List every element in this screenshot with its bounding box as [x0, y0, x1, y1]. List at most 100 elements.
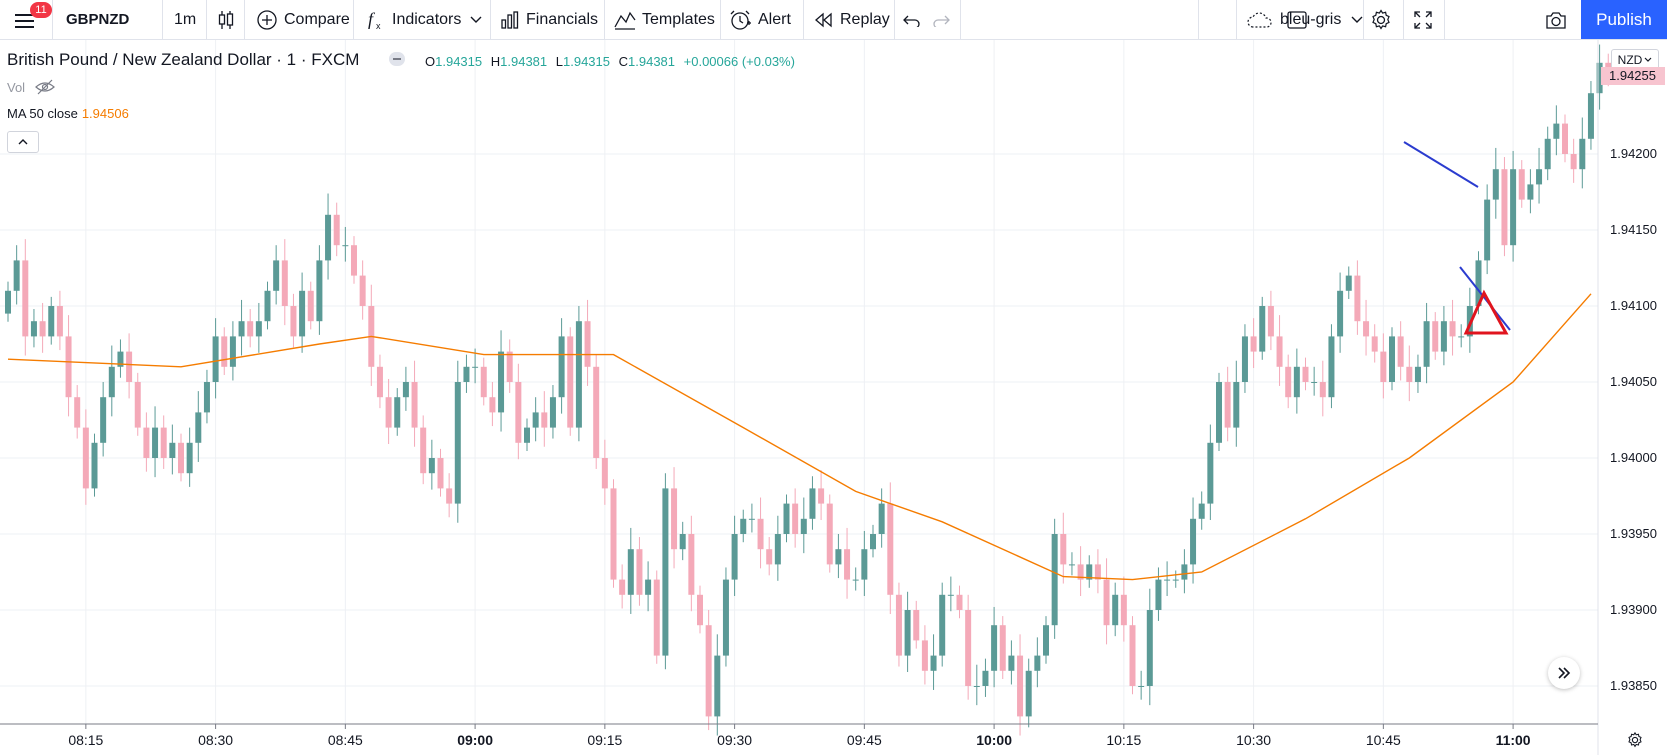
ma-legend[interactable]: MA 50 close 1.94506 [7, 106, 129, 121]
volume-legend[interactable]: Vol [7, 79, 55, 95]
time-tick-label: 09:15 [587, 732, 622, 748]
trend-line-lower[interactable] [1459, 266, 1511, 331]
time-tick-label: 11:00 [1496, 732, 1531, 748]
candle-body [1216, 382, 1222, 443]
candle [826, 494, 833, 573]
drawings[interactable] [1403, 141, 1511, 335]
candle [1146, 588, 1153, 706]
candle-body [351, 245, 357, 276]
layout-button[interactable]: bleu-gris [1246, 0, 1369, 39]
candle-body [939, 594, 946, 656]
close-value: 1.94381 [628, 54, 676, 69]
candle-body [1276, 336, 1283, 367]
candle-body [446, 488, 453, 504]
undo-button[interactable] [903, 0, 927, 39]
candle [39, 302, 46, 353]
candle [619, 564, 626, 609]
financials-button[interactable]: Financials [500, 0, 598, 39]
candle [1068, 552, 1075, 576]
undo-icon [903, 13, 921, 27]
candle [178, 433, 184, 482]
candle [1328, 324, 1335, 409]
candle-body [1008, 655, 1015, 671]
fullscreen-layout-button[interactable] [1286, 0, 1314, 39]
price-axis[interactable]: 1.93850 1.93900 1.93950 1.94000 1.94050 1.941… [1610, 146, 1657, 693]
legend-toggle-button[interactable] [7, 131, 39, 153]
candle-body [584, 321, 591, 367]
publish-button[interactable]: Publish [1581, 0, 1667, 39]
candle [247, 309, 254, 348]
candle [1363, 299, 1370, 356]
candle [1492, 147, 1499, 219]
candle [1198, 491, 1205, 530]
candle-body [1259, 306, 1266, 352]
templates-button[interactable]: Templates [614, 0, 715, 39]
expand-icon [1412, 9, 1434, 31]
candle-body [273, 260, 280, 291]
alert-button[interactable]: Alert [728, 0, 791, 39]
svg-text:f: f [368, 9, 376, 29]
axis-settings-button[interactable] [1624, 729, 1646, 751]
candle [653, 570, 660, 664]
candle [991, 606, 998, 688]
settings-button[interactable] [1369, 0, 1399, 39]
candle [636, 537, 643, 606]
price-tick-label: 1.94050 [1610, 374, 1657, 389]
candle [394, 388, 401, 436]
time-axis[interactable]: 08:15 08:30 08:45 09:00 09:15 09:30 09:45 10:00… [68, 724, 1531, 748]
eye-off-icon[interactable] [35, 79, 55, 95]
trend-line-upper[interactable] [1403, 141, 1479, 188]
replay-button[interactable]: Replay [814, 0, 890, 39]
candle-body [645, 579, 652, 595]
candle [584, 299, 591, 386]
candle-body [1224, 382, 1231, 428]
indicators-dropdown[interactable] [470, 0, 488, 39]
candle [748, 503, 755, 533]
chart-type-button[interactable] [216, 0, 242, 39]
candle-body [178, 442, 184, 474]
candle [1259, 296, 1266, 360]
candle-body [731, 534, 738, 580]
compare-button[interactable]: Compare [256, 0, 350, 39]
candle-body [5, 290, 11, 314]
chevron-down-icon [1644, 57, 1652, 63]
redo-button[interactable] [932, 0, 956, 39]
candle-body [22, 260, 29, 337]
candle-body [1181, 564, 1188, 580]
candle-body [1337, 290, 1344, 337]
candle-body [30, 321, 37, 337]
fullscreen-button[interactable] [1412, 0, 1440, 39]
candle-body [264, 290, 271, 322]
menu-button[interactable]: 11 [14, 0, 52, 39]
candle [1319, 360, 1326, 417]
candle [428, 439, 435, 490]
symbol-title[interactable]: British Pound / New Zealand Dollar · 1 ·… [7, 50, 360, 69]
templates-label: Templates [642, 10, 715, 28]
candle [627, 527, 634, 614]
scroll-to-realtime-button[interactable] [1548, 657, 1580, 689]
candle-body [1319, 382, 1326, 398]
candle-body [818, 488, 825, 504]
snapshot-button[interactable] [1544, 0, 1574, 39]
candle [714, 634, 721, 736]
candle [1484, 184, 1491, 275]
candle-body [1120, 594, 1127, 626]
candle-body [1094, 564, 1101, 580]
candle-body [1034, 655, 1041, 671]
candle-body [195, 412, 202, 443]
time-tick-label: 10:45 [1366, 732, 1401, 748]
gear-icon [1626, 731, 1644, 749]
currency-selector[interactable]: NZD [1611, 49, 1659, 71]
candle [221, 327, 228, 376]
legend-collapse-dot[interactable] [389, 52, 405, 66]
interval-button[interactable]: 1m [174, 10, 197, 28]
candle-body [800, 518, 807, 534]
candle [731, 515, 738, 597]
candle [1285, 354, 1292, 409]
candle [662, 473, 669, 670]
triangle-drawing[interactable] [1463, 289, 1509, 335]
symbol-search-button[interactable]: GBPNZD [66, 11, 130, 28]
